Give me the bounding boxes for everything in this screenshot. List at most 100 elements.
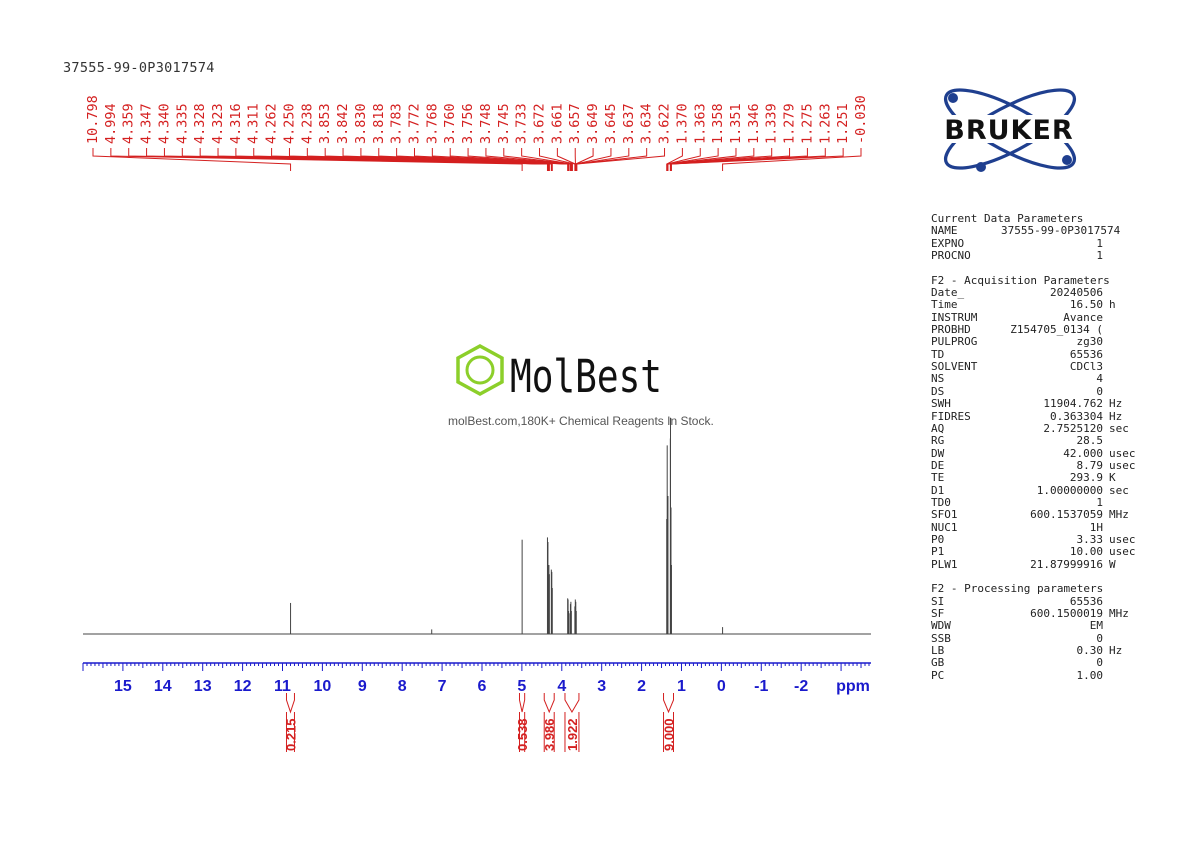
param-row: TE 293.9 K bbox=[931, 471, 1139, 485]
peak-label: 1.251 bbox=[835, 103, 851, 144]
param-row: TD0 1 bbox=[931, 495, 1139, 509]
peak-label-connector bbox=[521, 148, 573, 171]
param-value: 65536 bbox=[1069, 347, 1103, 361]
integral-label: 9.000 bbox=[662, 718, 677, 751]
param-key: PROCNO bbox=[931, 249, 971, 263]
peak-label: 4.359 bbox=[121, 103, 137, 144]
param-row: GB 0 bbox=[931, 657, 1139, 670]
nmr-spectrum: 10.798 4.994 4.359 4.347 4.340 4.335 4.328 4.32… bbox=[82, 95, 871, 752]
param-value: 1 bbox=[1096, 495, 1103, 509]
param-value: 4 bbox=[1096, 372, 1103, 386]
peak-label-connector bbox=[670, 148, 844, 171]
param-unit: usec bbox=[1109, 446, 1136, 460]
tick-label: 7 bbox=[438, 678, 447, 695]
param-unit bbox=[1103, 349, 1139, 361]
param-value: CDCl3 bbox=[1069, 360, 1103, 374]
param-row: P0 3.33 usec bbox=[931, 532, 1139, 546]
param-value: 0 bbox=[1096, 384, 1103, 398]
param-value: zg30 bbox=[1076, 335, 1104, 349]
param-row: NUC1 1H bbox=[931, 520, 1139, 534]
param-value: 1.00 bbox=[1076, 668, 1104, 682]
tick-label: 4 bbox=[557, 678, 566, 695]
current-params-header: Current Data Parameters bbox=[931, 212, 1084, 225]
integral-bracket bbox=[564, 693, 580, 713]
param-unit bbox=[1103, 312, 1139, 324]
proc-params-list: SI 65536 SF 600.1500019 MHz WDW EM SSB 0 LB 0.30 Hz… bbox=[931, 594, 1139, 682]
param-value: 0 bbox=[1096, 631, 1103, 645]
param-value: EM bbox=[1089, 619, 1103, 633]
param-unit: MHz bbox=[1109, 508, 1129, 522]
bruker-logo: BRUKER bbox=[924, 88, 1094, 172]
peak-label: 3.783 bbox=[389, 103, 405, 144]
param-unit: K bbox=[1109, 471, 1116, 485]
bruker-wordmark: BRUKER bbox=[944, 115, 1073, 146]
tick-label: 14 bbox=[154, 678, 172, 695]
tick-label: 10 bbox=[313, 678, 331, 695]
param-unit bbox=[1103, 657, 1139, 669]
param-row: PULPROG zg30 bbox=[931, 335, 1139, 349]
sample-name: 37555-99-0P3017574 bbox=[63, 60, 215, 76]
integral-bracket bbox=[663, 693, 675, 714]
integral-bracket bbox=[285, 693, 295, 714]
param-unit: Hz bbox=[1109, 644, 1123, 658]
peak-label: 3.745 bbox=[496, 103, 512, 144]
peak-label-connector bbox=[666, 148, 683, 171]
peak-label: 3.842 bbox=[335, 103, 351, 144]
peak-label-connector bbox=[670, 148, 808, 171]
param-key: DE bbox=[931, 458, 945, 472]
param-key: WDW bbox=[931, 619, 951, 633]
param-key: INSTRUM bbox=[931, 310, 978, 324]
peak-label: 4.328 bbox=[192, 103, 208, 144]
param-unit bbox=[1103, 373, 1139, 385]
param-unit: sec bbox=[1109, 483, 1129, 497]
param-key: P0 bbox=[931, 532, 945, 546]
peak-label: 3.756 bbox=[460, 103, 476, 144]
param-unit bbox=[1120, 225, 1156, 237]
peak-label: 1.275 bbox=[799, 103, 815, 144]
param-value: Avance bbox=[1063, 310, 1103, 324]
param-unit: W bbox=[1109, 557, 1116, 571]
peak-label: 1.358 bbox=[710, 103, 726, 144]
param-row: Date_ 20240506 bbox=[931, 286, 1139, 299]
param-value: 21.87999916 bbox=[1030, 557, 1103, 571]
tick-label: 13 bbox=[194, 678, 212, 695]
param-value: 42.000 bbox=[1063, 446, 1103, 460]
param-row: AQ 2.7525120 sec bbox=[931, 421, 1139, 435]
param-value: 1.00000000 bbox=[1036, 483, 1103, 497]
peak-label: 3.657 bbox=[567, 103, 583, 144]
param-key: SOLVENT bbox=[931, 360, 978, 374]
param-unit bbox=[1103, 250, 1139, 262]
tick-label: 9 bbox=[358, 678, 367, 695]
tick-label: -1 bbox=[754, 678, 768, 695]
tick-label: 12 bbox=[234, 678, 252, 695]
peak-label: 1.346 bbox=[746, 103, 762, 144]
peak-label-connector bbox=[306, 148, 553, 171]
param-value: 600.1500019 bbox=[1030, 607, 1103, 620]
param-unit bbox=[1103, 620, 1139, 632]
peak-label: 3.634 bbox=[639, 103, 655, 144]
peak-label: 3.772 bbox=[406, 103, 422, 144]
param-key: DW bbox=[931, 446, 945, 460]
peak-label: 3.768 bbox=[424, 103, 440, 144]
tick-label: 2 bbox=[637, 678, 646, 695]
param-value: 1H bbox=[1089, 520, 1103, 534]
param-key: SI bbox=[931, 594, 945, 608]
tick-label: 5 bbox=[517, 678, 526, 695]
param-value: 0.30 bbox=[1076, 644, 1104, 658]
peak-label: -0.030 bbox=[853, 95, 869, 144]
param-row: DS 0 bbox=[931, 384, 1139, 398]
param-unit: MHz bbox=[1109, 607, 1129, 620]
param-row: D1 1.00000000 sec bbox=[931, 483, 1139, 497]
tick-label: 6 bbox=[478, 678, 487, 695]
peak-label: 4.311 bbox=[246, 103, 262, 144]
param-unit bbox=[1103, 324, 1139, 336]
param-value: 1 bbox=[1096, 236, 1103, 250]
param-row: LB 0.30 Hz bbox=[931, 644, 1139, 658]
param-row: SFO1 600.1537059 MHz bbox=[931, 508, 1139, 522]
param-key: AQ bbox=[931, 421, 945, 435]
integral-label: 0.538 bbox=[515, 718, 530, 751]
param-value: 16.50 bbox=[1069, 298, 1103, 312]
molbest-logo: MolBest bbox=[456, 344, 662, 402]
param-unit: sec bbox=[1109, 421, 1129, 435]
param-value: 0.363304 bbox=[1050, 409, 1103, 423]
